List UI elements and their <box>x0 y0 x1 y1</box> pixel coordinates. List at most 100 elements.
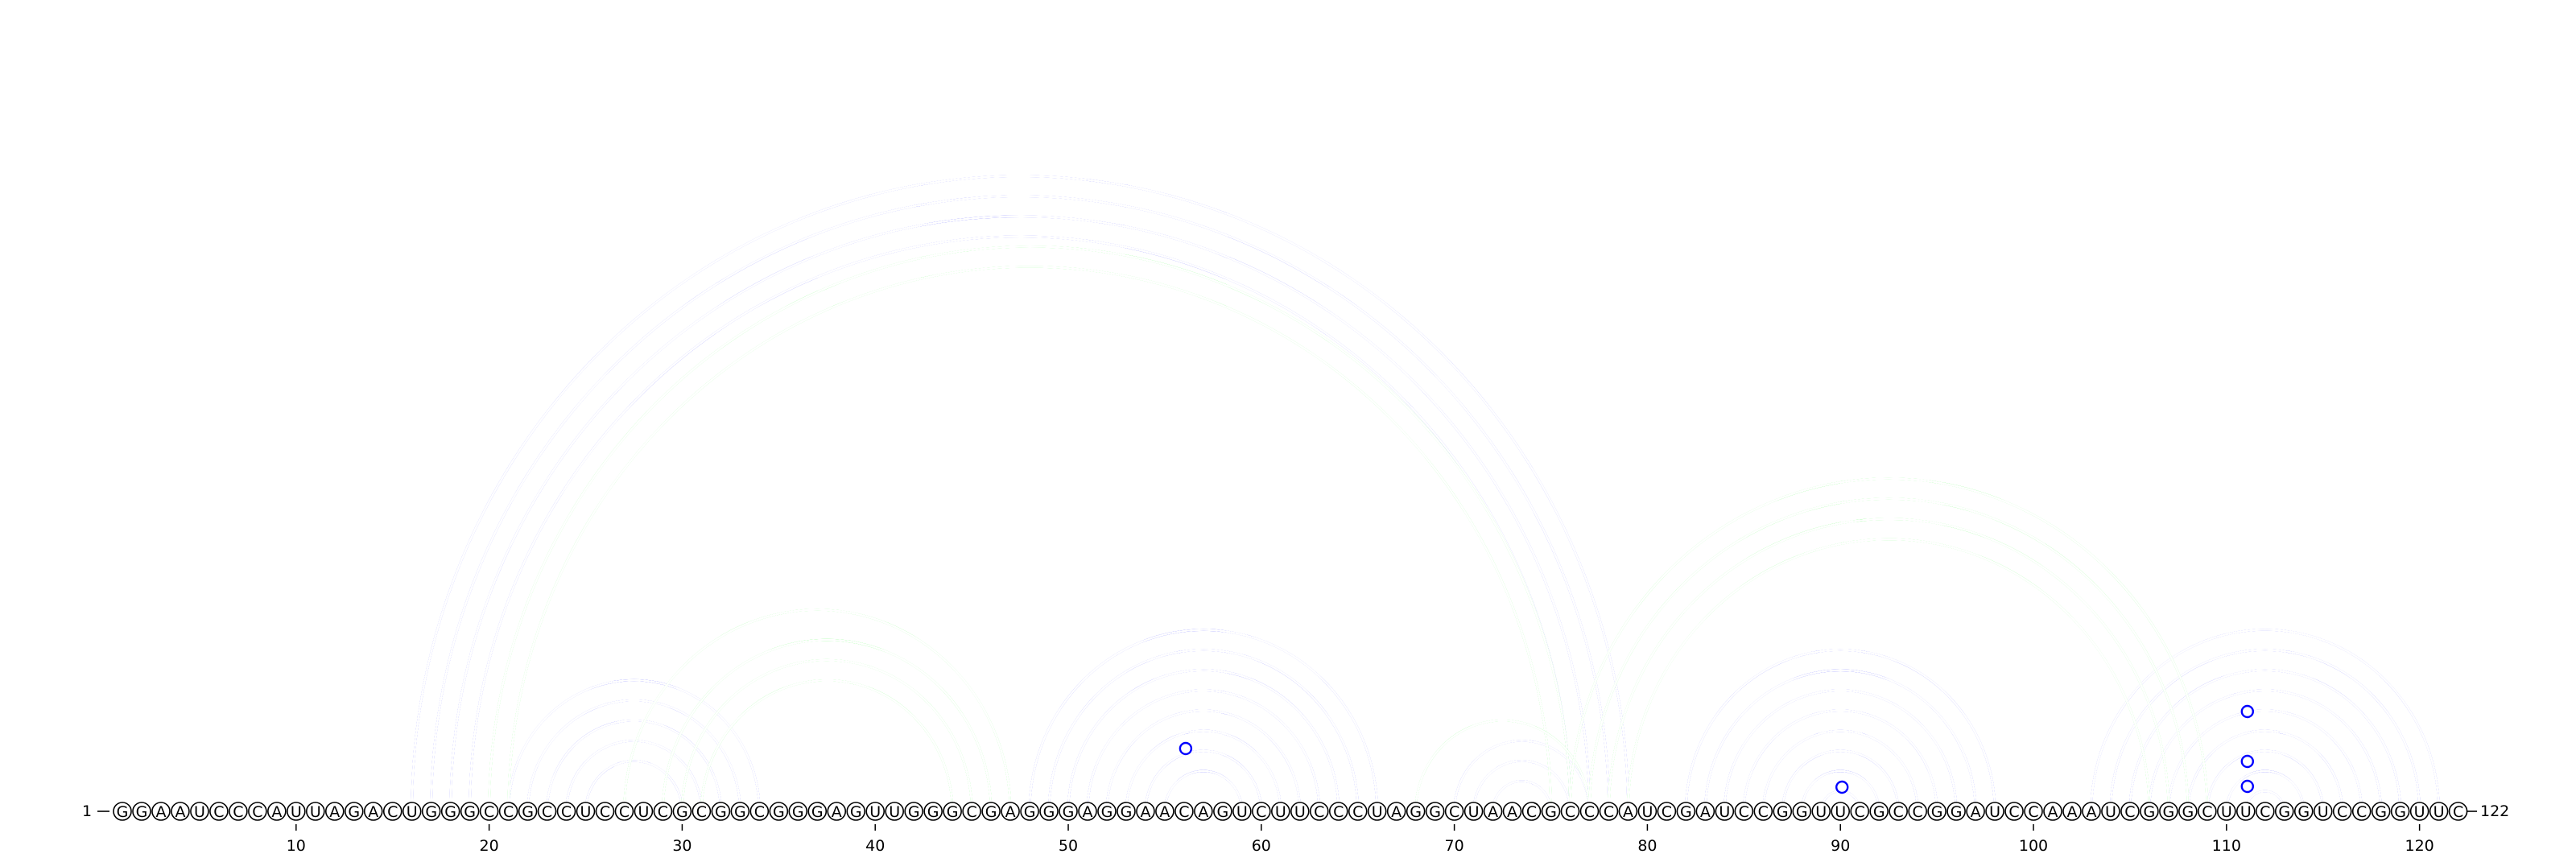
nucleotide-circle <box>1444 802 1464 821</box>
nucleotide-circle <box>1831 802 1851 821</box>
nucleotide-circle <box>2004 802 2024 821</box>
nucleotide-letter: G <box>2182 803 2194 821</box>
nucleotide-91: C <box>1850 802 1869 821</box>
nucleotide-letter: U <box>1641 803 1653 821</box>
nucleotide-circle <box>595 802 615 821</box>
nucleotide-letter: C <box>1314 803 1324 821</box>
nucleotide-circle <box>2043 802 2062 821</box>
nucleotide-70: C <box>1444 802 1464 821</box>
nucleotide-circle <box>1985 802 2004 821</box>
nucleotide-letter: G <box>2394 803 2406 821</box>
nucleotide-36: G <box>788 802 808 821</box>
nucleotide-circle <box>769 802 789 821</box>
nucleotide-17: G <box>421 802 441 821</box>
nucleotide-69: G <box>1425 802 1445 821</box>
arcs-layer <box>411 175 2440 812</box>
nucleotide-circle <box>711 802 731 821</box>
nucleotide-letter: A <box>2086 803 2096 821</box>
nucleotide-114: G <box>2293 802 2314 821</box>
nucleotide-121: U <box>2429 802 2449 821</box>
nucleotide-letter: C <box>1739 803 1749 821</box>
nucleotide-letter: A <box>832 803 842 821</box>
arc-halo-71-76 <box>1472 760 1571 812</box>
arc-halo-76-109 <box>1569 477 2209 812</box>
nucleotide-circle <box>1174 802 1194 821</box>
nucleotide-letter: C <box>1758 803 1769 821</box>
nucleotide-letter: C <box>1179 803 1189 821</box>
nucleotide-letter: C <box>252 803 262 821</box>
nucleotide-circle <box>305 802 325 821</box>
nucleotide-21: C <box>498 802 518 821</box>
nucleotide-letter: G <box>811 803 824 821</box>
nucleotide-circle <box>229 802 248 821</box>
nucleotide-circle <box>1194 802 1213 821</box>
nucleotide-letter: G <box>1873 803 1885 821</box>
nucleotide-letter: A <box>1198 803 1208 821</box>
tick-label-80: 80 <box>1637 837 1657 855</box>
nucleotide-circle <box>1753 802 1773 821</box>
nucleotide-letter: G <box>792 803 804 821</box>
nucleotide-circle <box>2313 802 2333 821</box>
nucleotide-83: A <box>1695 802 1715 821</box>
nucleotide-circle <box>1869 802 1889 821</box>
arc-halo-30-45 <box>681 658 973 812</box>
nucleotide-letter: G <box>734 803 746 821</box>
nucleotide-circle <box>885 802 904 821</box>
arc-halo-50-64 <box>1067 669 1340 812</box>
nucleotide-67: A <box>1386 802 1406 821</box>
nucleotide-circle <box>846 802 866 821</box>
nucleotide-letter: G <box>676 803 688 821</box>
nucleotide-letter: A <box>1083 803 1093 821</box>
nucleotide-letter: C <box>2453 803 2463 821</box>
nucleotide-42: G <box>904 802 923 821</box>
nucleotide-13: G <box>344 802 364 821</box>
nucleotide-circle <box>2429 802 2449 821</box>
nucleotide-51: A <box>1078 802 1097 821</box>
nucleotide-circle <box>2062 802 2082 821</box>
nucleotide-52: G <box>1097 802 1117 821</box>
nucleotide-letter: C <box>2028 803 2038 821</box>
nucleotide-112: C <box>2255 802 2275 821</box>
nucleotide-circle <box>943 802 962 821</box>
nucleotide-letter: U <box>1236 803 1248 821</box>
nucleotide-letter: C <box>561 803 572 821</box>
nucleotide-circle <box>1136 802 1155 821</box>
sequence-end-label: 122 <box>2480 802 2509 820</box>
nucleotide-circle <box>614 802 634 821</box>
nucleotide-letter: G <box>927 803 939 821</box>
nucleotide-circle <box>1097 802 1117 821</box>
nucleotide-108: G <box>2178 802 2198 821</box>
nucleotide-letter: U <box>1815 803 1827 821</box>
nucleotide-10: U <box>287 802 306 821</box>
nucleotide-77: C <box>1579 802 1600 821</box>
nucleotide-letter: U <box>1468 803 1480 821</box>
nucleotide-letter: G <box>2297 803 2310 821</box>
nucleotide-22: G <box>518 802 538 821</box>
nucleotide-1: G <box>113 802 132 821</box>
nucleotide-letter: C <box>619 803 630 821</box>
nucleotide-circle <box>2293 802 2314 821</box>
nucleotide-78: C <box>1599 802 1619 821</box>
nucleotide-circle <box>2178 802 2198 821</box>
nucleotide-103: A <box>2082 802 2101 821</box>
arc-halo-106-118 <box>2148 689 2382 812</box>
nucleotide-11: U <box>305 802 325 821</box>
nucleotide-circle <box>1811 802 1831 821</box>
nucleotide-81: C <box>1657 802 1677 821</box>
nucleotide-93: C <box>1889 802 1908 821</box>
sequence-start-label: 1 <box>82 802 92 820</box>
nucleotide-letter: C <box>1333 803 1344 821</box>
nucleotide-circle <box>151 802 171 821</box>
nucleotide-circle <box>1309 802 1329 821</box>
nucleotide-circle <box>460 802 480 821</box>
nucleotide-letter: G <box>1680 803 1692 821</box>
nucleotide-letter: C <box>1912 803 1922 821</box>
arc-halo-24-31 <box>565 739 703 812</box>
nucleotide-circle <box>1252 802 1271 821</box>
nucleotide-circle <box>1001 802 1020 821</box>
nucleotide-circle <box>287 802 306 821</box>
nucleotide-63: C <box>1309 802 1329 821</box>
nucleotide-54: A <box>1136 802 1155 821</box>
arc-halo-87-93 <box>1781 749 1900 812</box>
tick-label-20: 20 <box>480 837 499 855</box>
